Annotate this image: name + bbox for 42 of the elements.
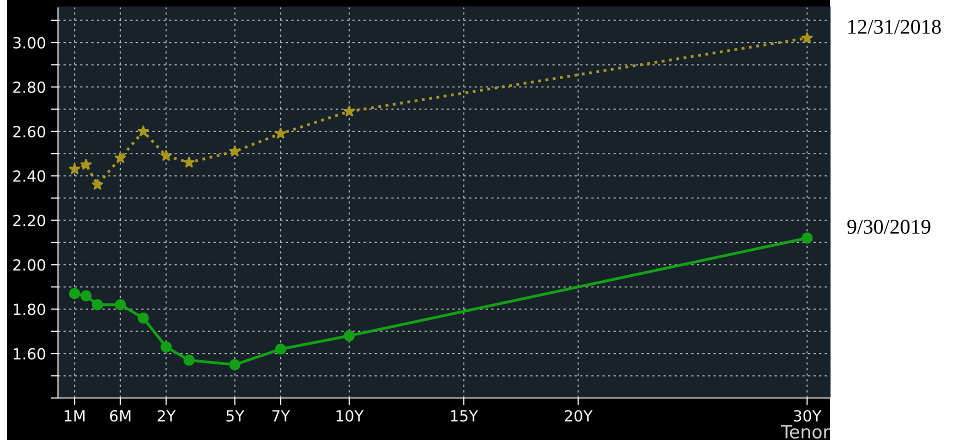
series-label: 9/30/2019	[847, 220, 930, 234]
series-label: 12/31/2018	[848, 20, 941, 34]
point	[114, 299, 126, 310]
x-tick-label: 7Y	[272, 410, 290, 422]
point	[229, 359, 240, 370]
point	[228, 145, 241, 157]
point	[92, 178, 104, 190]
point	[138, 312, 149, 324]
x-tick-label: 6M	[110, 410, 130, 422]
x-tick-label: 2Y	[158, 410, 176, 422]
point	[274, 127, 287, 139]
point	[183, 354, 195, 366]
point	[69, 288, 80, 300]
x-tick-label: 10Y	[336, 410, 364, 422]
point	[92, 299, 104, 310]
y-tick-label: 2.40	[13, 170, 46, 182]
point	[343, 105, 356, 117]
point	[802, 232, 813, 244]
point	[68, 162, 81, 174]
point	[114, 152, 126, 164]
point	[160, 150, 172, 162]
y-tick-label: 3.00	[13, 37, 46, 49]
x-tick-label: 5Y	[226, 410, 244, 422]
point	[275, 344, 286, 355]
point	[183, 156, 196, 168]
point	[344, 330, 355, 342]
y-tick-label: 2.20	[13, 214, 46, 226]
y-tick-label: 1.80	[14, 304, 46, 316]
x-tick-label: 30Y	[794, 410, 822, 422]
y-tick-label: 1.60	[14, 348, 46, 360]
x-tick-label: 20Y	[564, 410, 593, 422]
point	[80, 158, 92, 170]
point	[801, 32, 814, 44]
x-tick-label: 15Y	[451, 410, 478, 422]
x-axis-title: Tenor	[780, 425, 830, 439]
point	[137, 125, 150, 137]
y-tick-label: 2.00	[13, 259, 46, 271]
point	[160, 341, 172, 352]
point	[80, 290, 92, 302]
y-tick-label: 2.80	[13, 81, 46, 93]
x-tick-label: 1M	[64, 410, 85, 422]
y-tick-label: 2.60	[13, 126, 46, 138]
